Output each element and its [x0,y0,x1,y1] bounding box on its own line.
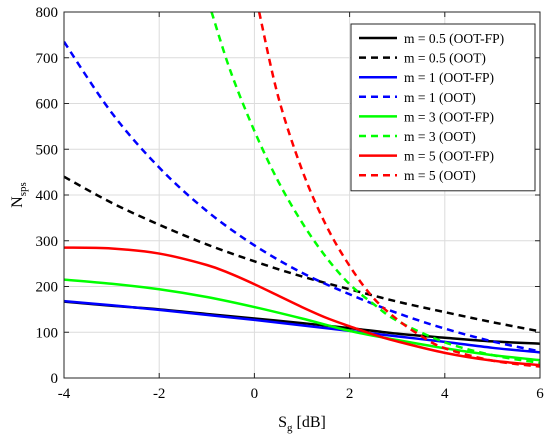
series-line-4 [64,41,540,353]
x-axis-label-main: S [278,414,287,431]
y-tick-label: 0 [51,371,59,387]
legend-label: m = 0.5 (OOT-FP) [404,31,504,46]
legend-label: m = 3 (OOT) [404,129,476,144]
legend: m = 0.5 (OOT-FP) m = 0.5 (OOT) m = 1 (OOT-… [350,23,536,192]
legend-label: m = 5 (OOT-FP) [404,149,494,164]
x-tick-label: 2 [346,386,354,402]
legend-label: m = 1 (OOT-FP) [404,70,494,85]
legend-box [350,23,536,192]
y-tick-label: 200 [36,280,59,296]
y-tick-label: 400 [36,188,59,204]
legend-label: m = 3 (OOT-FP) [404,109,494,124]
x-axis-label-subscript: g [287,422,293,434]
axis-ticks: -4 -2 0 2 4 6 0 100 200 300 400 500 600 700 800 [36,5,545,402]
legend-label: m = 1 (OOT) [404,90,476,105]
series-line-8 [257,12,540,368]
y-tick-label: 700 [36,51,59,67]
x-axis-label-unit: [dB] [293,414,326,431]
series-line-6 [210,12,540,365]
y-tick-label: 100 [36,325,59,341]
series-line-5 [64,278,540,362]
x-tick-label: 0 [251,386,259,402]
y-tick-label: 300 [36,234,59,250]
x-tick-label: -4 [58,386,71,402]
y-tick-label: 800 [36,5,59,21]
y-tick-label: 600 [36,97,59,113]
series-line-7 [64,246,540,367]
series-line-3 [64,299,540,354]
y-tick-label: 500 [36,142,59,158]
y-axis-label-subscript: sps [17,182,29,196]
x-tick-label: 6 [536,386,544,402]
legend-label: m = 0.5 (OOT) [404,51,486,66]
x-tick-label: 4 [441,386,449,402]
x-tick-label: -2 [153,386,166,402]
x-axis-label: Sg [dB] [278,414,326,434]
y-axis-label: Nsps [9,182,29,208]
series-lines [64,12,540,368]
legend-label: m = 5 (OOT) [404,168,476,183]
series-line-2 [64,175,540,333]
y-axis-label-main: N [9,196,26,208]
